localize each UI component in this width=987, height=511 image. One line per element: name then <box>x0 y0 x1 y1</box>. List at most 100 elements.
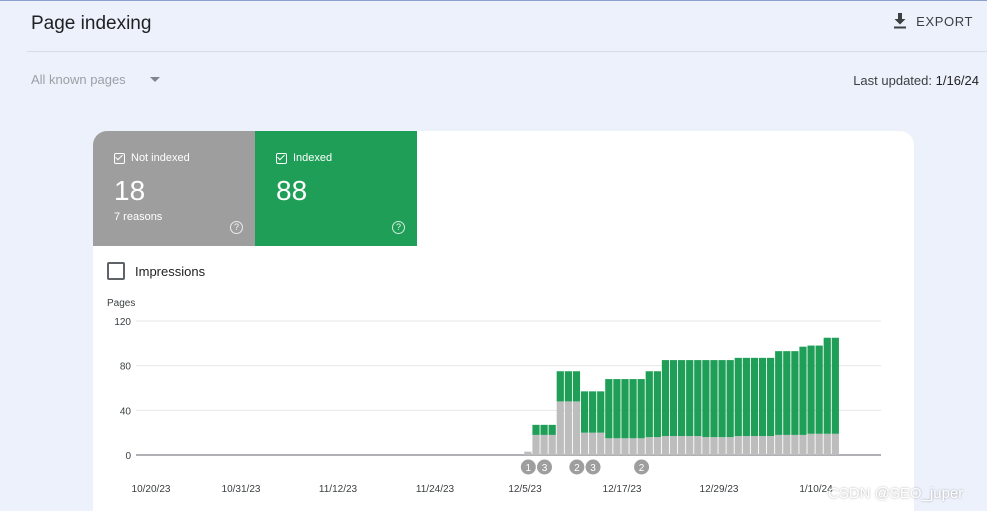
bar-indexed <box>589 391 597 433</box>
annotation-label: 3 <box>542 463 548 474</box>
bar-not-indexed <box>702 437 710 455</box>
bar-not-indexed <box>548 434 556 455</box>
last-updated-value: 1/16/24 <box>935 73 979 88</box>
bar-not-indexed <box>783 434 791 455</box>
x-axis: 10/20/23 10/31/23 11/12/23 11/24/23 12/5/23 1… <box>132 484 834 495</box>
bar-indexed <box>775 351 783 435</box>
bar-not-indexed <box>532 434 540 455</box>
last-updated: Last updated: 1/16/24 <box>853 73 979 88</box>
bar-indexed <box>540 424 548 435</box>
bar-not-indexed <box>645 437 653 455</box>
bar-not-indexed <box>758 436 767 455</box>
not-indexed-reasons: 7 reasons <box>114 211 163 223</box>
annotation-label: 2 <box>574 463 580 474</box>
bar-not-indexed <box>750 436 759 455</box>
export-label: EXPORT <box>916 13 973 29</box>
header-divider <box>27 51 987 52</box>
page-header: Page indexing EXPORT <box>0 1 987 51</box>
bar-indexed <box>629 379 637 439</box>
bar-indexed <box>710 360 718 438</box>
help-icon[interactable]: ? <box>230 221 243 234</box>
bar-not-indexed <box>807 433 815 455</box>
bar-not-indexed <box>815 433 823 455</box>
indexed-tile[interactable]: Indexed 88 ? <box>255 131 417 246</box>
bar-not-indexed <box>653 437 661 455</box>
caret-down-icon <box>149 77 160 82</box>
not-indexed-count: 18 <box>114 175 146 206</box>
bar-not-indexed <box>686 436 694 455</box>
annotation-label: 3 <box>590 463 596 474</box>
bar-not-indexed <box>734 436 742 455</box>
checkbox-checked-icon[interactable] <box>114 152 125 164</box>
bar-indexed <box>750 357 759 437</box>
watermark: CSDN @SEO_juper <box>828 485 964 502</box>
y-tick-label: 80 <box>120 362 132 373</box>
checkbox-unchecked-icon <box>107 262 125 280</box>
bar-not-indexed <box>613 438 621 455</box>
bar-indexed <box>669 360 678 437</box>
bar-indexed <box>572 371 581 402</box>
annotation-marker <box>585 459 601 475</box>
bar-indexed <box>791 351 799 435</box>
not-indexed-tile[interactable]: Not indexed 18 7 reasons ? <box>93 131 255 246</box>
bar-indexed <box>799 346 807 435</box>
bar-indexed <box>661 360 670 437</box>
bar-indexed <box>807 345 815 434</box>
y-axis-label: Pages <box>107 298 135 309</box>
bar-indexed <box>702 360 710 438</box>
bar-indexed <box>548 424 556 435</box>
y-tick-label: 120 <box>114 317 131 328</box>
filter-selected-value: All known pages <box>31 72 126 87</box>
bar-indexed <box>653 371 661 438</box>
annotation-marker <box>634 459 650 475</box>
x-tick-label: 12/17/23 <box>603 484 642 495</box>
bar-indexed <box>637 379 645 439</box>
y-tick-label: 0 <box>125 451 131 462</box>
bar-indexed <box>580 391 589 433</box>
x-tick-label: 11/24/23 <box>416 484 455 495</box>
x-tick-label: 10/20/23 <box>132 484 171 495</box>
annotation-label: 1 <box>526 463 532 474</box>
indexed-header: Indexed <box>276 152 332 164</box>
bar-indexed <box>597 391 605 433</box>
bar-indexed <box>758 357 767 437</box>
help-icon[interactable]: ? <box>392 221 405 234</box>
bar-not-indexed <box>540 434 548 455</box>
bar-indexed <box>605 379 613 439</box>
bar-indexed <box>556 371 564 402</box>
bar-indexed <box>621 379 629 439</box>
bar-not-indexed <box>799 434 807 455</box>
not-indexed-label: Not indexed <box>131 152 190 164</box>
bar-indexed <box>815 345 823 434</box>
x-tick-label: 11/12/23 <box>319 484 358 495</box>
pages-filter-dropdown[interactable]: All known pages <box>31 72 160 87</box>
chart-bars <box>524 337 839 455</box>
impressions-checkbox[interactable]: Impressions <box>107 262 205 280</box>
bar-indexed <box>783 351 791 435</box>
bar-not-indexed <box>661 436 670 455</box>
last-updated-label: Last updated: <box>853 73 932 88</box>
bar-not-indexed <box>629 438 637 455</box>
not-indexed-header: Not indexed <box>114 152 190 164</box>
bar-not-indexed <box>572 401 581 455</box>
download-icon <box>894 13 907 29</box>
bar-not-indexed <box>726 437 734 455</box>
annotation-label: 2 <box>639 463 645 474</box>
bar-not-indexed <box>678 436 686 455</box>
bar-not-indexed <box>621 438 629 455</box>
annotation-marker <box>569 459 585 475</box>
export-button[interactable]: EXPORT <box>893 13 973 29</box>
bar-indexed <box>564 371 572 402</box>
y-tick-label: 40 <box>120 406 132 417</box>
annotation-marker <box>537 459 552 475</box>
indexing-card: Not indexed 18 7 reasons ? Indexed 88 ? … <box>93 131 914 511</box>
bar-indexed <box>726 360 734 438</box>
bar-not-indexed <box>791 434 799 455</box>
bar-indexed <box>678 360 686 437</box>
checkbox-checked-icon[interactable] <box>276 152 287 164</box>
bar-not-indexed <box>580 432 589 455</box>
bar-indexed <box>742 357 750 437</box>
bar-indexed <box>694 360 702 437</box>
